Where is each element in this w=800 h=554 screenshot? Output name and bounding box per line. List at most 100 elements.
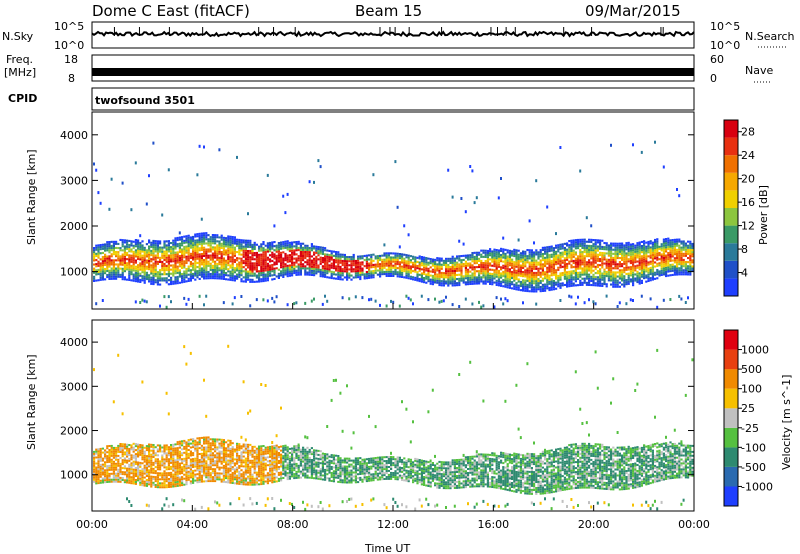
heatmap-cell (104, 253, 107, 256)
heatmap-cell (544, 283, 547, 286)
heatmap-cell (607, 254, 610, 257)
heatmap-cell (132, 464, 135, 467)
heatmap-cell (493, 275, 496, 278)
heatmap-cell (167, 254, 170, 257)
heatmap-cell (649, 271, 652, 274)
heatmap-cell (255, 260, 258, 263)
heatmap-cell (451, 272, 454, 275)
heatmap-cell (148, 245, 151, 248)
freq-right-tick-bottom: 0 (710, 72, 717, 85)
heatmap-cell (522, 283, 525, 286)
heatmap-cell (244, 247, 247, 250)
heatmap-cell (656, 246, 659, 249)
heatmap-cell (511, 258, 514, 261)
heatmap-cell (491, 279, 494, 282)
heatmap-scatter (500, 177, 502, 180)
heatmap-cell (141, 264, 144, 267)
heatmap-cell (137, 264, 140, 267)
heatmap-cell (451, 270, 454, 273)
heatmap-cell (502, 248, 505, 251)
heatmap-cell (260, 280, 263, 283)
heatmap-cell (97, 252, 100, 255)
heatmap-cell (607, 250, 610, 253)
heatmap-scatter (559, 146, 562, 149)
heatmap-cell (185, 237, 188, 240)
heatmap-cell (546, 272, 549, 275)
heatmap-cell (308, 253, 311, 256)
heatmap-cell (269, 266, 272, 269)
heatmap-cell (500, 276, 503, 279)
heatmap-cell (469, 266, 472, 269)
heatmap-scatter (383, 243, 386, 247)
heatmap-cell (183, 256, 186, 259)
heatmap-cell (161, 273, 164, 276)
heatmap-cell (480, 261, 483, 264)
heatmap-cell (460, 271, 463, 274)
heatmap-cell (434, 275, 437, 278)
heatmap-cell (286, 246, 289, 249)
heatmap-cell (605, 270, 608, 273)
heatmap-cell (284, 273, 287, 276)
heatmap-cell (447, 264, 450, 267)
heatmap-cell (295, 241, 298, 244)
heatmap-cell (616, 257, 619, 260)
heatmap-cell (163, 476, 166, 479)
heatmap-cell (326, 272, 329, 275)
heatmap-cell (572, 249, 575, 252)
heatmap-cell (167, 486, 170, 488)
heatmap-cell (627, 278, 630, 281)
heatmap-cell (429, 280, 432, 283)
heatmap-cell (535, 267, 538, 270)
heatmap-cell (99, 447, 102, 450)
heatmap-cell (588, 281, 591, 284)
heatmap-cell (297, 263, 300, 266)
heatmap-cell (346, 260, 349, 263)
heatmap-cell (682, 244, 685, 247)
heatmap-cell (467, 274, 470, 277)
heatmap-cell (667, 254, 670, 257)
heatmap-cell (123, 266, 126, 269)
heatmap-cell (280, 260, 283, 263)
heatmap-cell (447, 278, 450, 281)
heatmap-scatter (139, 234, 142, 238)
heatmap-cell (275, 244, 278, 247)
heatmap-cell (689, 240, 692, 243)
heatmap-cell (141, 271, 144, 274)
heatmap-near-range (348, 297, 351, 301)
heatmap-cell (99, 479, 102, 482)
heatmap-cell (361, 269, 364, 272)
heatmap-cell (264, 267, 267, 270)
heatmap-cell (326, 261, 329, 264)
heatmap-cell (447, 268, 450, 271)
heatmap-cell (603, 270, 606, 273)
heatmap-cell (416, 277, 419, 280)
heatmap-cell (308, 273, 311, 276)
heatmap-scatter (676, 188, 678, 191)
heatmap-cell (260, 267, 263, 270)
heatmap-cell (139, 268, 142, 271)
heatmap-cell (262, 257, 265, 260)
heatmap-cell (93, 468, 96, 471)
heatmap-cell (563, 271, 566, 274)
heatmap-cell (293, 269, 296, 272)
heatmap-cell (181, 266, 184, 269)
heatmap-cell (363, 275, 366, 278)
heatmap-cell (244, 262, 247, 265)
heatmap-cell (104, 461, 107, 464)
heatmap-cell (233, 260, 236, 263)
heatmap-cell (205, 275, 208, 278)
heatmap-cell (165, 476, 168, 479)
heatmap-cell (418, 263, 421, 266)
heatmap-near-range (240, 295, 243, 298)
heatmap-cell (115, 246, 118, 249)
heatmap-cell (561, 282, 564, 285)
heatmap-cell (165, 448, 168, 451)
heatmap-cell (563, 261, 566, 264)
heatmap-cell (658, 274, 661, 277)
heatmap-cell (150, 449, 153, 452)
heatmap-cell (271, 245, 274, 248)
heatmap-near-range (273, 300, 276, 304)
heatmap-cell (618, 265, 621, 268)
heatmap-cell (352, 255, 355, 258)
heatmap-cell (154, 273, 157, 276)
